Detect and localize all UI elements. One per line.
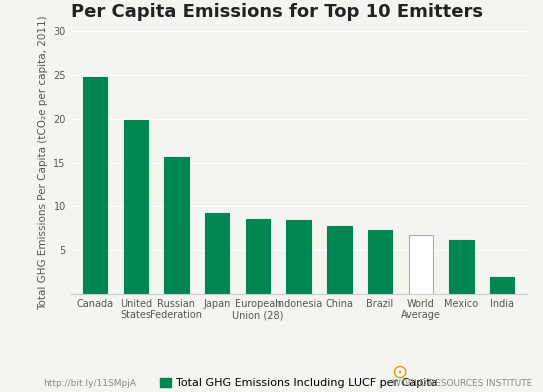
- Bar: [245, 219, 270, 294]
- Bar: [164, 158, 189, 294]
- Text: ⊙: ⊙: [391, 363, 407, 382]
- Bar: [83, 77, 108, 294]
- Bar: [490, 278, 514, 294]
- Bar: [124, 120, 148, 294]
- Legend: Total GHG Emissions Including LUCF per Capita: Total GHG Emissions Including LUCF per C…: [155, 373, 442, 392]
- Bar: [205, 212, 230, 294]
- Bar: [450, 240, 473, 294]
- Text: Per Capita Emissions for Top 10 Emitters: Per Capita Emissions for Top 10 Emitters: [71, 4, 483, 22]
- Bar: [368, 230, 393, 294]
- Text: WORLD RESOURCES INSTITUTE: WORLD RESOURCES INSTITUTE: [392, 379, 532, 388]
- Bar: [409, 235, 433, 294]
- Bar: [287, 220, 311, 294]
- Y-axis label: Total GHG Emissions Per Capita (tCO₂e per capita, 2011): Total GHG Emissions Per Capita (tCO₂e pe…: [37, 15, 48, 310]
- Text: http://bit.ly/11SMpjA: http://bit.ly/11SMpjA: [43, 379, 136, 388]
- Bar: [327, 226, 352, 294]
